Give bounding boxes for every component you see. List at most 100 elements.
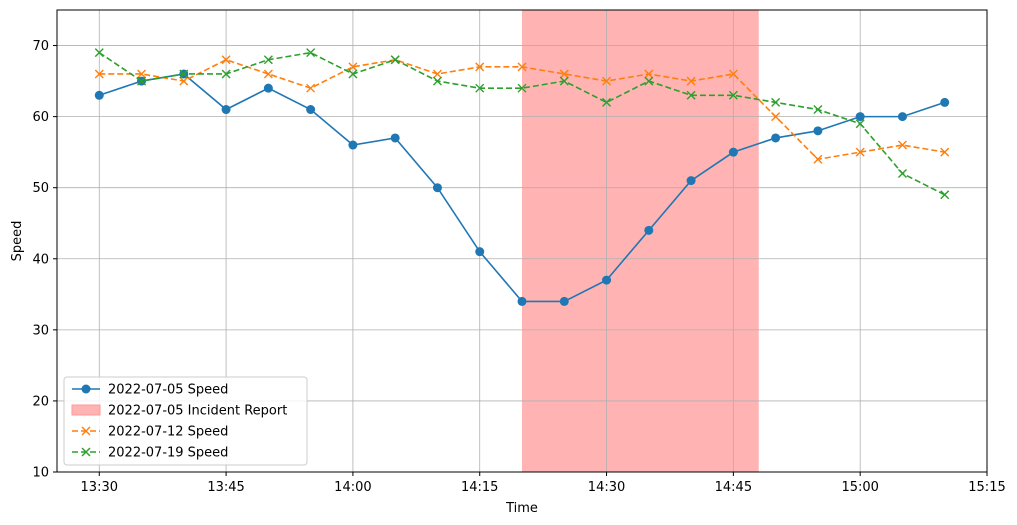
series-1-point-16 <box>771 112 781 122</box>
series-0-point-11 <box>559 296 569 306</box>
series-0-point-9 <box>475 247 485 257</box>
x-tick-label-0: 13:30 <box>81 480 118 495</box>
legend-entry-3-label: 2022-07-19 Speed <box>108 446 228 461</box>
y-tick-label-3: 40 <box>32 252 49 267</box>
series-1-point-19-stroke-b <box>897 140 907 150</box>
x-tick-label-7: 15:15 <box>968 480 1005 495</box>
legend-entry-3-marker <box>81 447 91 457</box>
series-0-point-0 <box>94 90 104 100</box>
series-0-point-20 <box>940 97 950 107</box>
series-2-point-2 <box>179 69 189 79</box>
series-1-point-4 <box>263 69 273 79</box>
series-1-point-13-stroke-b <box>644 69 654 79</box>
series-1-point-6 <box>348 62 358 72</box>
x-tick-label-2: 14:00 <box>334 480 371 495</box>
series-1-point-3-stroke-b <box>221 55 231 65</box>
series-0-point-19 <box>897 112 907 122</box>
series-1-point-4-stroke-b <box>263 69 273 79</box>
series-0-point-10 <box>517 296 527 306</box>
series-2-point-18 <box>855 119 865 129</box>
series-1-point-14 <box>686 76 696 86</box>
legend-entry-2-marker-stroke-b <box>81 426 91 436</box>
series-2-line <box>98 51 946 196</box>
series-2-point-7-stroke-b <box>390 55 400 65</box>
series-2-point-11 <box>559 76 569 86</box>
plot-frame <box>56 9 988 473</box>
series-0-point-5 <box>306 105 316 115</box>
series-1-point-2-stroke-b <box>179 76 189 86</box>
legend-entry-0-label: 2022-07-05 Speed <box>108 383 228 398</box>
series-0-point-15 <box>728 147 738 157</box>
series-0-point-3 <box>221 105 231 115</box>
series-0-point-14 <box>686 176 696 186</box>
series-1-point-5-stroke-b <box>306 83 316 93</box>
series-layer <box>94 48 950 306</box>
series-0-point-4 <box>263 83 273 93</box>
series-2-point-11-stroke-b <box>559 76 569 86</box>
series-1-point-2 <box>179 76 189 86</box>
series-1-point-15 <box>728 69 738 79</box>
series-2-point-19 <box>897 168 907 178</box>
series-1-point-1 <box>137 69 147 79</box>
y-axis-label: Speed <box>10 221 25 262</box>
series-1-point-17 <box>813 154 823 164</box>
series-1-point-9 <box>475 62 485 72</box>
series-2-point-15 <box>728 90 738 100</box>
series-1-point-18 <box>855 147 865 157</box>
series-2-point-16 <box>771 97 781 107</box>
series-1-point-16-stroke-b <box>771 112 781 122</box>
x-tick-label-5: 14:45 <box>715 480 752 495</box>
series-2-point-0 <box>94 48 104 58</box>
series-0-point-17 <box>813 126 823 136</box>
series-1-point-6-stroke-b <box>348 62 358 72</box>
legend: 2022-07-05 Speed 2022-07-05 Incident Repo… <box>63 376 308 466</box>
series-1-point-8-stroke-b <box>432 69 442 79</box>
series-2-point-0-stroke-b <box>94 48 104 58</box>
series-1-point-5 <box>306 83 316 93</box>
series-1-point-12-stroke-b <box>602 76 612 86</box>
series-2-point-8-stroke-b <box>432 76 442 86</box>
series-1-point-0 <box>94 69 104 79</box>
series-2-point-3-stroke-b <box>221 69 231 79</box>
series-2-point-9 <box>475 83 485 93</box>
y-tick-label-0: 10 <box>32 466 49 481</box>
series-1-point-12 <box>602 76 612 86</box>
series-1-point-17-stroke-b <box>813 154 823 164</box>
legend-entry-2-label: 2022-07-12 Speed <box>108 425 228 440</box>
y-tick-label-2: 30 <box>32 323 49 338</box>
series-2-point-6 <box>348 69 358 79</box>
series-2-point-13 <box>644 76 654 86</box>
series-1-point-11 <box>559 69 569 79</box>
legend-entry-0: 2022-07-05 Speed <box>72 383 228 398</box>
series-1-point-18-stroke-b <box>855 147 865 157</box>
legend-entry-1-label: 2022-07-05 Incident Report <box>108 404 287 419</box>
series-2-point-3 <box>221 69 231 79</box>
series-0-point-18 <box>855 112 865 122</box>
legend-box <box>63 376 308 466</box>
series-0-point-6 <box>348 140 358 150</box>
series-2-point-2-stroke-b <box>179 69 189 79</box>
series-2-point-20-stroke-b <box>940 190 950 200</box>
series-2-point-1-stroke-b <box>137 76 147 86</box>
series-2-point-13-stroke-b <box>644 76 654 86</box>
series-0-point-7 <box>390 133 400 143</box>
series-2-point-12-stroke-b <box>602 97 612 107</box>
x-tick-label-3: 14:15 <box>461 480 498 495</box>
series-1-point-10 <box>517 62 527 72</box>
series-2-point-9-stroke-b <box>475 83 485 93</box>
legend-entry-1-swatch <box>71 404 101 416</box>
series-2-point-17-stroke-b <box>813 105 823 115</box>
y-tick-label-4: 50 <box>32 181 49 196</box>
legend-entry-2: 2022-07-12 Speed <box>72 425 228 440</box>
series-2-point-14-stroke-b <box>686 90 696 100</box>
x-tick-label-4: 14:30 <box>588 480 625 495</box>
series-1-point-20-stroke-b <box>940 147 950 157</box>
series-2-point-16-stroke-b <box>771 97 781 107</box>
series-2-point-1 <box>137 76 147 86</box>
series-1-point-11-stroke-b <box>559 69 569 79</box>
y-tick-label-5: 60 <box>32 110 49 125</box>
x-tick-label-1: 13:45 <box>207 480 244 495</box>
series-1-point-9-stroke-b <box>475 62 485 72</box>
series-1-point-0-stroke-b <box>94 69 104 79</box>
series-2-point-10 <box>517 83 527 93</box>
